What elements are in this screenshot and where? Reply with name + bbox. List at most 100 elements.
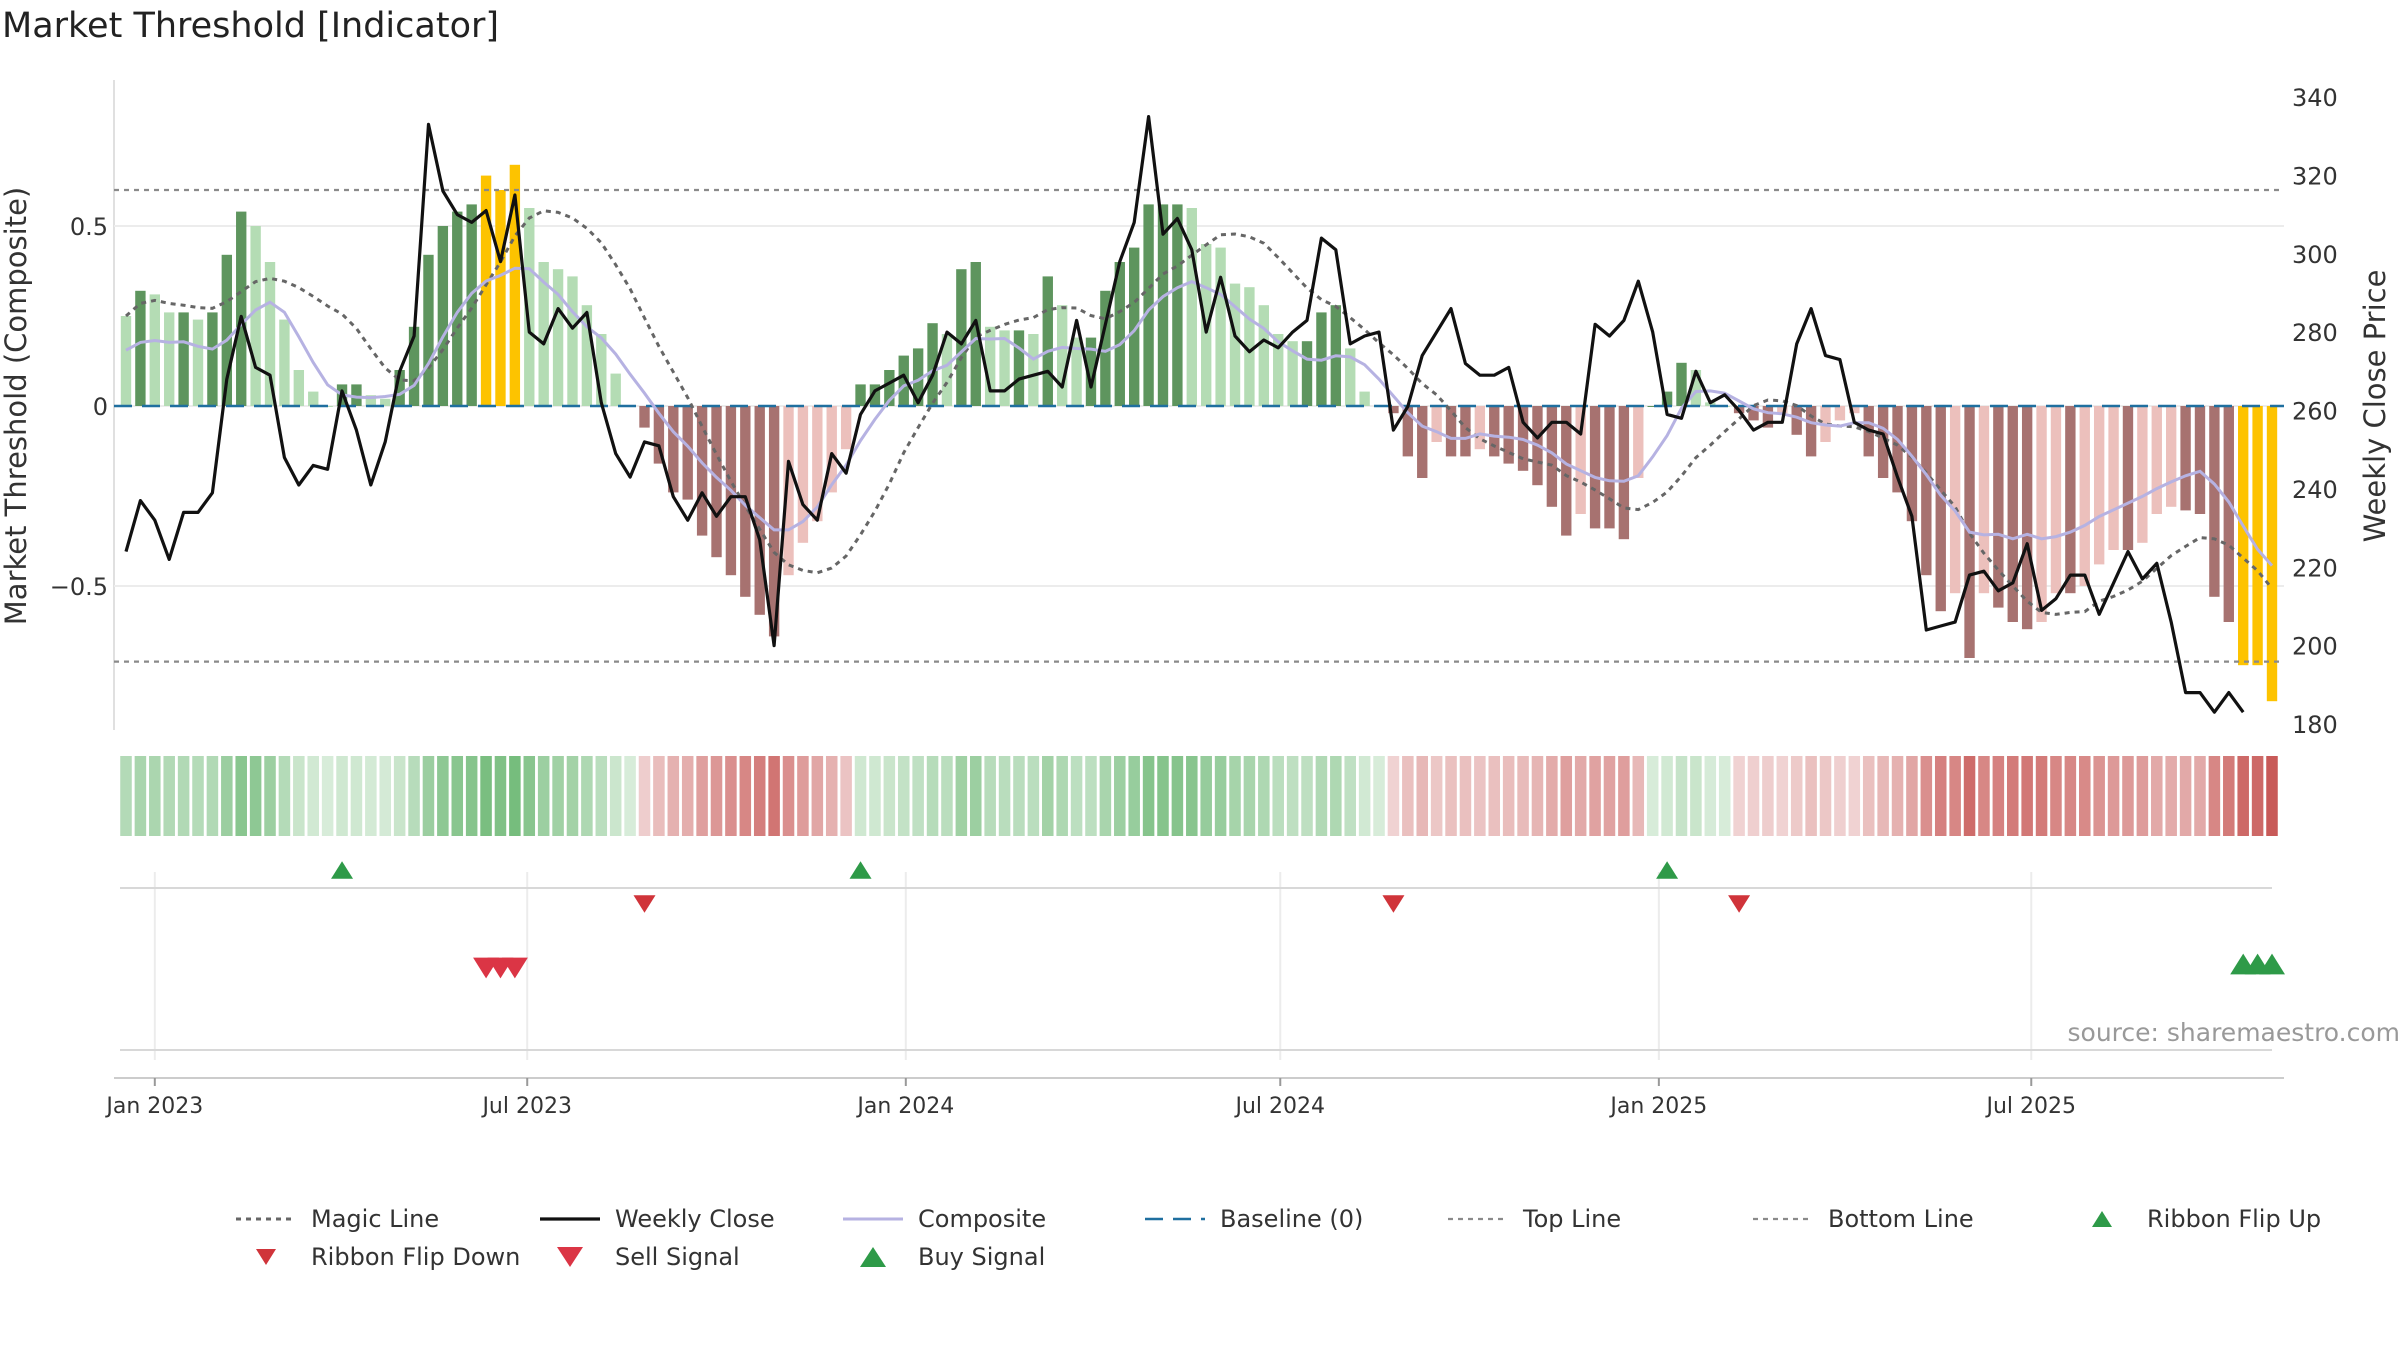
ribbon-cell	[537, 756, 550, 836]
ribbon-cell	[581, 756, 593, 836]
ribbon-cell	[2136, 756, 2149, 836]
ribbon-cell	[2006, 756, 2019, 836]
composite-bar	[1143, 204, 1154, 406]
composite-bar	[1388, 406, 1399, 414]
y-tick-label-right: 240	[2292, 476, 2338, 504]
composite-bar	[2252, 406, 2263, 666]
composite-bar	[221, 254, 233, 406]
composite-bar	[696, 406, 708, 536]
composite-bar	[1258, 305, 1269, 406]
ribbon-cell	[1632, 756, 1645, 836]
ribbon-cell	[1488, 756, 1501, 836]
composite-bar	[984, 326, 996, 406]
composite-bar	[466, 204, 477, 406]
composite-bar	[351, 384, 362, 406]
composite-bar	[1445, 406, 1457, 457]
composite-bar	[1028, 334, 1039, 406]
ribbon-cell	[264, 756, 276, 836]
composite-bar	[768, 406, 780, 637]
ribbon-cell	[1142, 756, 1155, 836]
composite-bar	[308, 391, 319, 406]
composite-bar	[1546, 406, 1558, 507]
composite-bar	[2165, 406, 2177, 507]
composite-bar	[1489, 406, 1500, 457]
ribbon-cell	[1819, 756, 1832, 836]
composite-bar	[855, 384, 866, 406]
composite-bar	[437, 226, 449, 406]
composite-bar	[1892, 406, 1903, 493]
ribbon-cell	[1934, 756, 1947, 836]
composite-bar	[1921, 406, 1932, 576]
ribbon-cell	[1013, 756, 1025, 836]
composite-bar	[1244, 287, 1255, 406]
legend-label: Composite	[918, 1205, 1046, 1233]
composite-bar	[1287, 341, 1298, 406]
composite-bar	[2007, 406, 2018, 622]
ribbon-cell	[523, 756, 536, 836]
ribbon-cell	[1718, 756, 1731, 836]
x-tick-label: Jul 2025	[1985, 1094, 2077, 1119]
legend-label: Magic Line	[311, 1205, 439, 1233]
composite-bar	[711, 406, 722, 558]
composite-bar	[380, 398, 391, 406]
ribbon-cell	[638, 756, 651, 836]
composite-bar	[2079, 406, 2090, 586]
composite-bar	[2122, 406, 2134, 550]
ribbon-cell	[1646, 756, 1659, 836]
ribbon-cell	[1618, 756, 1630, 836]
ribbon-cell	[710, 756, 723, 836]
ribbon-cell	[1906, 756, 1918, 836]
ribbon-cell	[2064, 756, 2077, 836]
composite-bar	[394, 370, 405, 406]
composite-bar	[192, 319, 204, 406]
ribbon-cell	[1459, 756, 1472, 836]
ribbon-cell	[1200, 756, 1212, 836]
legend-label: Sell Signal	[615, 1243, 740, 1271]
ribbon-cell	[1027, 756, 1040, 836]
ribbon-cell	[1531, 756, 1544, 836]
composite-bar	[999, 330, 1010, 406]
ribbon-cell	[2179, 756, 2192, 836]
composite-bar	[2180, 406, 2191, 511]
ribbon-cell	[177, 756, 190, 836]
ribbon-cell	[321, 756, 334, 836]
ribbon-cell	[1675, 756, 1688, 836]
composite-bar	[1676, 362, 1687, 406]
y-tick-label-right: 180	[2292, 711, 2338, 739]
ribbon-cell	[2266, 756, 2278, 836]
ribbon-cell	[1315, 756, 1328, 836]
composite-bar	[1849, 406, 1860, 414]
x-tick-label: Jan 2024	[855, 1094, 954, 1119]
composite-bar	[279, 319, 290, 406]
ribbon-cell	[782, 756, 795, 836]
composite-bar	[653, 406, 665, 464]
y-axis-label-right: Weekly Close Price	[2358, 270, 2392, 543]
magic-line	[125, 209, 2274, 616]
composite-bar	[1805, 406, 1817, 457]
y-tick-label-right: 220	[2292, 554, 2338, 582]
ribbon-cell	[681, 756, 694, 836]
composite-bar	[1345, 348, 1356, 406]
composite-bar	[1013, 330, 1025, 406]
ribbon-cell	[667, 756, 680, 836]
legend-label: Ribbon Flip Down	[311, 1243, 520, 1271]
legend-label: Weekly Close	[615, 1205, 775, 1233]
ribbon-cell	[595, 756, 608, 836]
ribbon-cell	[1128, 756, 1140, 836]
ribbon-cell	[1776, 756, 1789, 836]
ribbon-cell	[350, 756, 363, 836]
composite-bar	[1273, 334, 1284, 406]
composite-bar	[596, 334, 607, 406]
ribbon-cell	[2251, 756, 2264, 836]
composite-bar	[1100, 290, 1111, 406]
ribbon-cell	[2122, 756, 2134, 836]
composite-bar	[1906, 406, 1918, 522]
composite-bar	[207, 312, 218, 406]
ribbon-cell	[221, 756, 233, 836]
ribbon-cell	[1560, 756, 1573, 836]
ribbon-cell	[1762, 756, 1774, 836]
composite-bar	[1834, 406, 1846, 421]
ribbon-cell	[1603, 756, 1616, 836]
ribbon-cell	[278, 756, 291, 836]
